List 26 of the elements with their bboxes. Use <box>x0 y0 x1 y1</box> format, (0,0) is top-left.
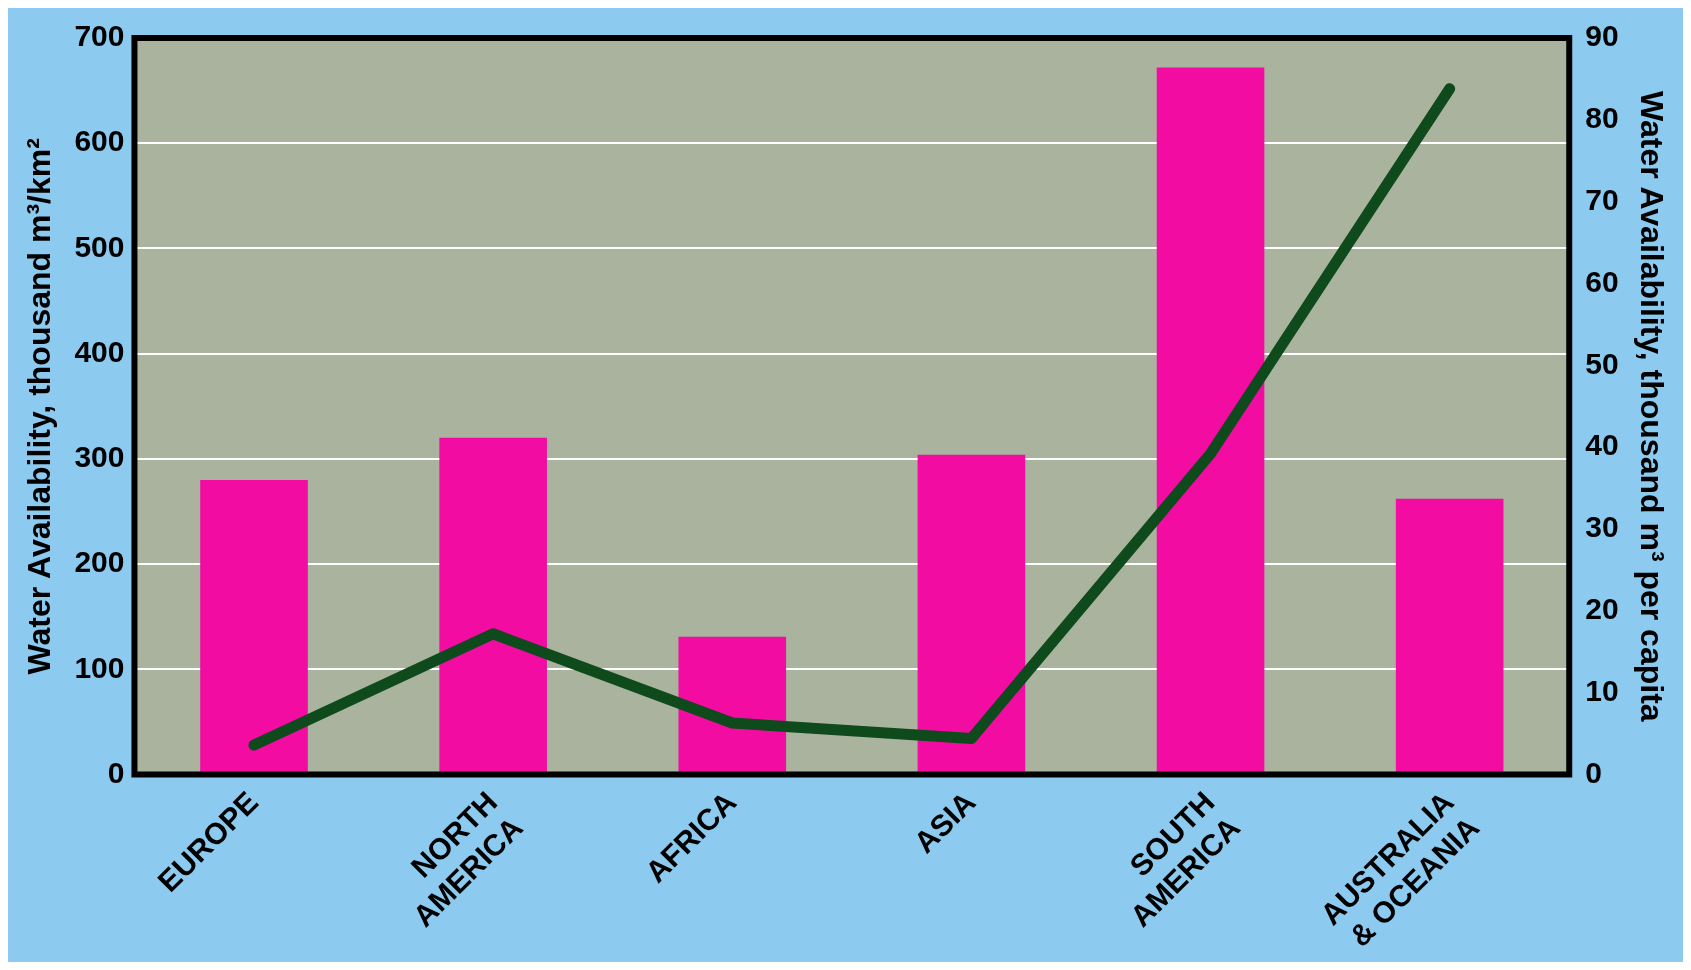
y-tick-label: 500 <box>74 229 125 263</box>
y-tick-label: 100 <box>74 650 125 684</box>
bar <box>439 437 547 774</box>
y2-axis-title: Water Availability, thousand m³ per capita <box>1633 90 1670 722</box>
y2-tick-label: 80 <box>1585 101 1619 135</box>
bar <box>678 636 787 774</box>
y-tick-label: 400 <box>74 334 125 368</box>
y2-tick-label: 90 <box>1585 19 1619 53</box>
y2-tick-label: 50 <box>1585 346 1619 380</box>
bar <box>1156 67 1265 774</box>
bar <box>917 454 1026 774</box>
y2-tick-label: 20 <box>1585 592 1619 626</box>
y-axis-title: Water Availability, thousand m³/km² <box>21 138 58 675</box>
y2-tick-label: 30 <box>1585 510 1619 544</box>
y-tick-label: 200 <box>74 545 125 579</box>
y2-tick-label: 70 <box>1585 182 1619 216</box>
y2-tick-label: 0 <box>1585 755 1602 789</box>
y-tick-label: 600 <box>74 124 125 158</box>
bar <box>200 479 308 774</box>
y-tick-label: 700 <box>74 19 125 53</box>
y2-tick-label: 10 <box>1585 673 1619 707</box>
y2-tick-label: 60 <box>1585 264 1619 298</box>
bar <box>1395 498 1504 774</box>
y-tick-label: 300 <box>74 440 125 474</box>
y-tick-label: 0 <box>107 755 125 789</box>
y2-tick-label: 40 <box>1585 428 1619 462</box>
